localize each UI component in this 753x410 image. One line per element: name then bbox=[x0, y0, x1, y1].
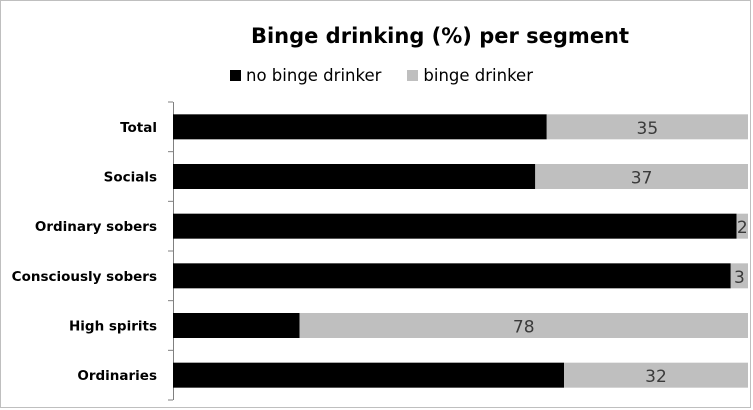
category-label-ordinaries: Ordinaries bbox=[77, 368, 157, 384]
chart-title: Binge drinking (%) per segment bbox=[250, 24, 630, 48]
category-label-ordinary-sobers: Ordinary sobers bbox=[35, 219, 157, 235]
bar-binge-drinker-high-spirits bbox=[299, 313, 748, 338]
bar-no-binge-drinker-ordinaries bbox=[173, 362, 564, 388]
bar-no-binge-drinker-high-spirits bbox=[173, 313, 300, 338]
bar-binge-drinker-ordinaries bbox=[564, 362, 748, 388]
category-label-consciously-sobers: Consciously sobers bbox=[12, 269, 157, 285]
bar-binge-drinker-consciously-sobers bbox=[730, 263, 748, 289]
data-label-binge-drinker-socials: 37 bbox=[631, 169, 653, 189]
data-label-binge-drinker-consciously-sobers: 3 bbox=[734, 268, 745, 288]
bar-binge-drinker-socials bbox=[535, 164, 748, 189]
category-label-socials: Socials bbox=[104, 170, 157, 186]
bar-binge-drinker-total bbox=[546, 114, 748, 140]
bar-binge-drinker-ordinary-sobers bbox=[736, 213, 748, 239]
legend-item-binge: binge drinker bbox=[407, 66, 533, 85]
bar-no-binge-drinker-consciously-sobers bbox=[173, 263, 731, 289]
bar-no-binge-drinker-socials bbox=[173, 164, 536, 189]
category-label-high-spirits: High spirits bbox=[69, 319, 157, 335]
data-label-binge-drinker-ordinary-sobers: 2 bbox=[737, 218, 748, 238]
legend-item-no-binge: no binge drinker bbox=[230, 66, 381, 85]
legend-swatch-binge bbox=[407, 70, 419, 81]
chart-legend: no binge drinker binge drinker bbox=[230, 66, 533, 85]
legend-label-binge: binge drinker bbox=[423, 66, 533, 85]
legend-label-no-binge: no binge drinker bbox=[246, 66, 382, 85]
legend-swatch-no-binge bbox=[230, 70, 241, 81]
data-label-binge-drinker-high-spirits: 78 bbox=[513, 318, 535, 338]
category-label-total: Total bbox=[120, 120, 157, 136]
bar-no-binge-drinker-ordinary-sobers bbox=[173, 213, 737, 239]
data-label-binge-drinker-total: 35 bbox=[637, 119, 659, 139]
bar-no-binge-drinker-total bbox=[173, 114, 547, 140]
data-label-binge-drinker-ordinaries: 32 bbox=[645, 367, 667, 387]
